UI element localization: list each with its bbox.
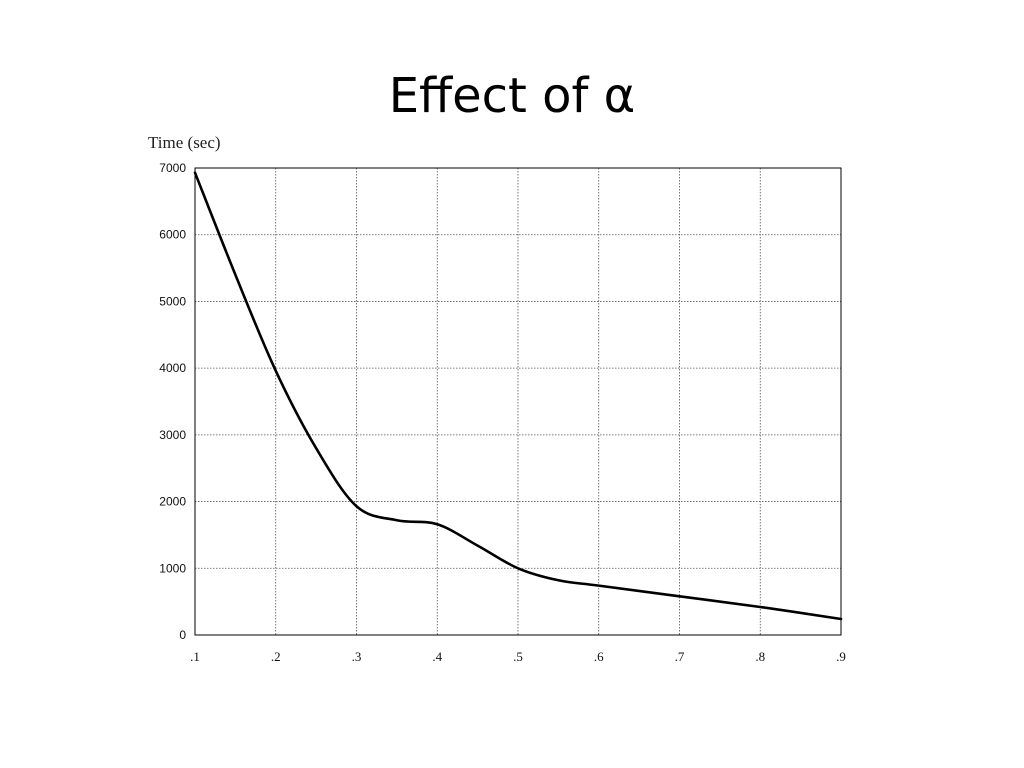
plot-area-frame bbox=[194, 167, 842, 636]
x-tick-label: .5 bbox=[513, 649, 523, 664]
y-axis-tick-labels: 0 1000 2000 3000 4000 5000 6000 7000 bbox=[159, 161, 186, 642]
y-tick-label: 4000 bbox=[159, 361, 186, 375]
grid-lines bbox=[195, 168, 841, 635]
x-tick-label: .6 bbox=[594, 649, 604, 664]
x-tick-label: .8 bbox=[755, 649, 765, 664]
x-tick-label: .1 bbox=[190, 649, 200, 664]
x-tick-label: .2 bbox=[271, 649, 281, 664]
y-axis-label: Time (sec) bbox=[148, 133, 221, 152]
series-layer bbox=[193, 171, 843, 621]
y-tick-label: 1000 bbox=[159, 561, 186, 575]
y-tick-label: 5000 bbox=[159, 294, 186, 308]
series-line bbox=[193, 171, 843, 621]
x-tick-label: .4 bbox=[432, 649, 442, 664]
y-tick-label: 2000 bbox=[159, 495, 186, 509]
x-tick-label: .9 bbox=[836, 649, 846, 664]
y-tick-label: 3000 bbox=[159, 428, 186, 442]
x-tick-label: .3 bbox=[352, 649, 362, 664]
slide-title: Effect of α bbox=[388, 68, 636, 124]
x-axis-tick-labels: .1 .2 .3 .4 .5 .6 .7 .8 .9 bbox=[190, 649, 846, 664]
y-tick-label: 7000 bbox=[159, 161, 186, 175]
y-tick-label: 0 bbox=[179, 628, 186, 642]
y-tick-label: 6000 bbox=[159, 228, 186, 242]
x-tick-label: .7 bbox=[675, 649, 685, 664]
